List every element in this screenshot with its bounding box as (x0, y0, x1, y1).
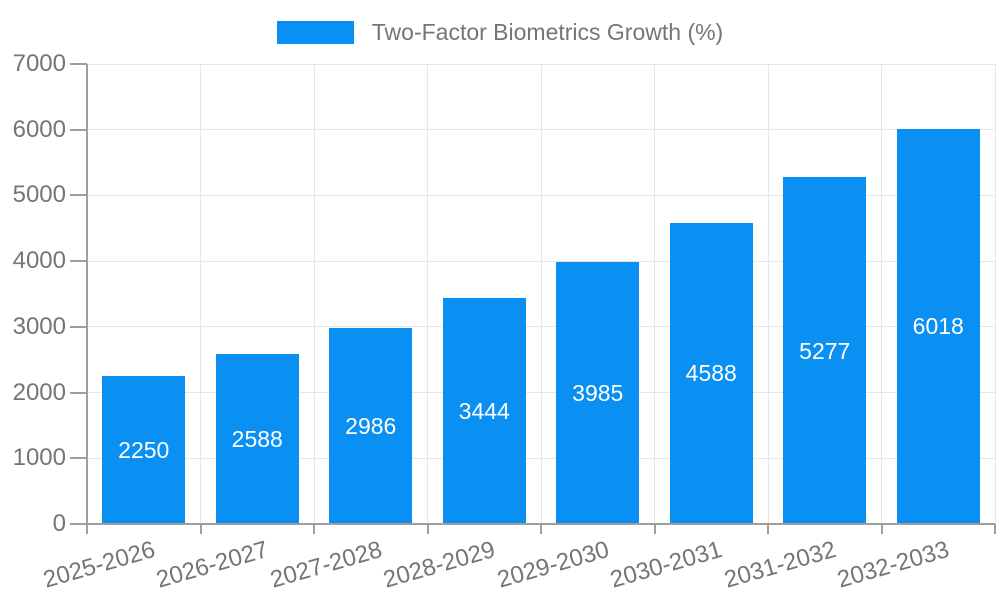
x-tick-label: 2029-2030 (494, 536, 612, 594)
x-tick-label: 2032-2033 (834, 536, 953, 594)
y-tick (70, 260, 87, 263)
y-tick (70, 63, 87, 65)
gridline-vertical (540, 64, 542, 524)
x-tick-label: 2030-2031 (607, 536, 726, 594)
y-tick (70, 457, 87, 460)
x-tick (653, 524, 656, 534)
y-tick-label: 6000 (12, 115, 66, 143)
gridline-vertical (994, 64, 996, 524)
gridline-vertical (767, 64, 769, 524)
x-tick-label: 2025-2026 (40, 536, 158, 594)
x-tick (540, 524, 542, 534)
x-tick-label: 2031-2032 (721, 536, 839, 594)
legend-item[interactable]: Two-Factor Biometrics Growth (%) (276, 19, 724, 45)
bar[interactable] (783, 177, 867, 524)
x-tick (199, 524, 202, 534)
x-tick (426, 524, 429, 534)
legend-label: Two-Factor Biometrics Growth (%) (371, 19, 724, 45)
x-tick (313, 524, 315, 534)
y-tick-label: 0 (52, 510, 66, 537)
bar[interactable] (442, 297, 526, 524)
y-tick-label: 1000 (12, 444, 66, 472)
x-axis-line (87, 523, 995, 525)
gridline-vertical (881, 64, 882, 524)
y-axis-line (86, 64, 88, 534)
x-tick-label: 2026-2027 (153, 536, 272, 594)
bar[interactable] (329, 327, 413, 524)
x-tick (994, 524, 996, 534)
bar[interactable] (102, 376, 186, 524)
gridline-vertical (313, 64, 315, 524)
y-tick (70, 391, 87, 394)
y-tick-label: 5000 (12, 181, 66, 209)
y-tick-label: 7000 (12, 50, 66, 77)
y-tick (70, 523, 87, 525)
gridline-vertical (200, 64, 201, 524)
bar[interactable] (896, 128, 980, 524)
x-tick-label: 2028-2029 (380, 536, 499, 594)
x-tick-label: 2027-2028 (267, 536, 385, 594)
y-tick (70, 194, 87, 197)
bar[interactable] (556, 262, 640, 524)
gridline-vertical (427, 64, 428, 524)
y-tick-label: 3000 (12, 312, 66, 340)
gridline-vertical (654, 64, 655, 524)
y-tick-label: 2000 (12, 378, 66, 406)
legend-swatch (276, 21, 354, 44)
y-tick-label: 4000 (12, 247, 66, 275)
y-tick (70, 128, 87, 131)
bar[interactable] (669, 222, 753, 524)
y-tick (70, 325, 87, 328)
legend: Two-Factor Biometrics Growth (%) (0, 21, 1000, 44)
bar[interactable] (215, 353, 299, 524)
x-tick (767, 524, 769, 534)
x-tick (880, 524, 883, 534)
